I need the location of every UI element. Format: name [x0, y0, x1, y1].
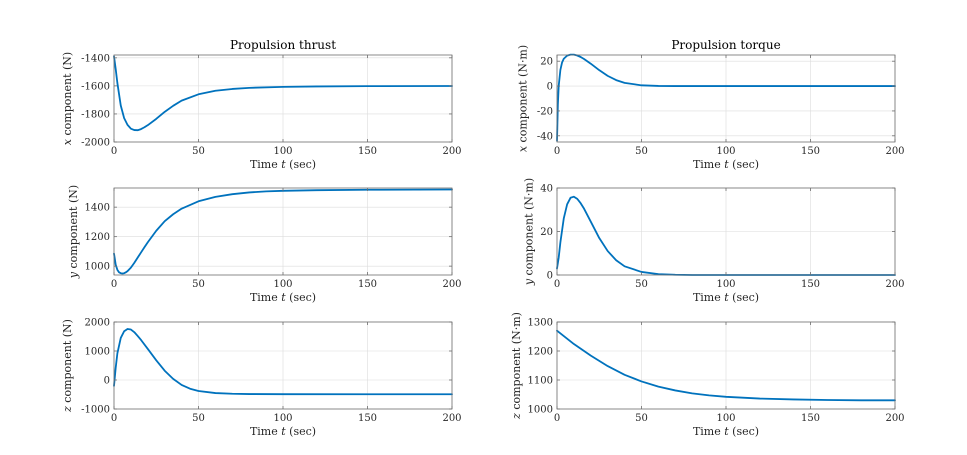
x-axis-label: Time t (sec) — [250, 158, 316, 171]
series-line — [113, 55, 453, 132]
x-axis-label: Time t (sec) — [693, 425, 759, 438]
y-tick-label: 0 — [104, 376, 110, 387]
x-tick-label: 100 — [273, 413, 292, 424]
x-tick-label: 0 — [554, 413, 560, 424]
x-tick-label: 100 — [273, 279, 292, 290]
y-tick-label: -1400 — [81, 53, 110, 64]
x-tick-label: 150 — [801, 413, 820, 424]
x-tick-label: 0 — [111, 413, 117, 424]
x-tick-label: 0 — [554, 146, 560, 157]
series-line — [113, 188, 453, 275]
y-tick-label: -1000 — [81, 405, 110, 416]
y-tick-label: 1200 — [528, 347, 553, 358]
y-axis-label: x component (N) — [61, 52, 74, 145]
subplot-1: 0 50 100 150 200 -2000 -1800 -1600 -1400 Time t (… — [61, 38, 462, 171]
chart-title: Propulsion torque — [671, 38, 780, 52]
x-tick-label: 200 — [885, 146, 904, 157]
y-tick-label: -40 — [537, 131, 553, 142]
x-tick-label: 50 — [192, 279, 205, 290]
x-tick-label: 100 — [716, 146, 735, 157]
series-line — [556, 329, 896, 402]
x-tick-label: 100 — [273, 146, 292, 157]
x-tick-label: 50 — [635, 146, 648, 157]
chart-title: Propulsion thrust — [230, 38, 336, 52]
x-tick-label: 200 — [442, 279, 461, 290]
x-tick-label: 150 — [801, 146, 820, 157]
subplot-4: 0 50 100 150 200 -40 -20 0 20 Time t (sec) x compo… — [516, 38, 904, 171]
y-tick-label: -2000 — [81, 138, 110, 149]
x-tick-label: 200 — [442, 413, 461, 424]
y-tick-label: -1800 — [81, 109, 110, 120]
y-tick-label: 1000 — [528, 405, 553, 416]
y-tick-label: 1000 — [85, 262, 110, 273]
y-tick-label: 40 — [540, 184, 553, 195]
series-line — [556, 53, 896, 142]
y-tick-label: 20 — [540, 227, 553, 238]
y-axis-label: z component (N) — [61, 319, 74, 413]
x-axis-label: Time t (sec) — [693, 158, 759, 171]
x-tick-label: 50 — [635, 413, 648, 424]
y-tick-label: 0 — [547, 82, 553, 93]
y-tick-label: 1000 — [85, 347, 110, 358]
x-axis-label: Time t (sec) — [250, 425, 316, 438]
x-axis-label: Time t (sec) — [250, 291, 316, 304]
y-tick-label: 2000 — [85, 318, 110, 329]
y-tick-label: 1300 — [528, 318, 553, 329]
y-tick-label: 1100 — [528, 376, 553, 387]
x-tick-label: 50 — [635, 279, 648, 290]
x-tick-label: 100 — [716, 279, 735, 290]
y-axis-label: x component (N·m) — [516, 45, 529, 152]
y-tick-label: -1600 — [81, 81, 110, 92]
x-axis-label: Time t (sec) — [693, 291, 759, 304]
y-tick-label: -20 — [537, 106, 553, 117]
x-tick-label: 200 — [885, 279, 904, 290]
subplot-5: 0 50 100 150 200 0 20 40 Time t (sec) y component… — [523, 178, 905, 304]
y-tick-label: 0 — [547, 271, 553, 282]
y-tick-label: 1200 — [85, 232, 110, 243]
y-axis-label: z component (N·m) — [510, 312, 523, 420]
x-tick-label: 100 — [716, 413, 735, 424]
subplot-6: 0 50 100 150 200 1000 1100 1200 1300 Time t (sec)… — [510, 312, 904, 438]
x-tick-label: 200 — [442, 146, 461, 157]
x-tick-label: 200 — [885, 413, 904, 424]
y-axis-label: y component (N·m) — [523, 178, 536, 286]
x-tick-label: 50 — [192, 413, 205, 424]
y-axis-label: y component (N) — [67, 185, 80, 279]
x-tick-label: 150 — [358, 279, 377, 290]
x-tick-label: 50 — [192, 146, 205, 157]
x-tick-label: 150 — [358, 413, 377, 424]
x-tick-label: 0 — [111, 146, 117, 157]
y-tick-label: 20 — [540, 57, 553, 68]
subplot-2: 0 50 100 150 200 1000 1200 1400 Time t (sec) y co… — [67, 185, 461, 304]
series-line — [113, 328, 453, 396]
y-tick-label: 1400 — [85, 203, 110, 214]
x-tick-label: 0 — [111, 279, 117, 290]
x-tick-label: 150 — [358, 146, 377, 157]
x-tick-label: 150 — [801, 279, 820, 290]
x-tick-label: 0 — [554, 279, 560, 290]
